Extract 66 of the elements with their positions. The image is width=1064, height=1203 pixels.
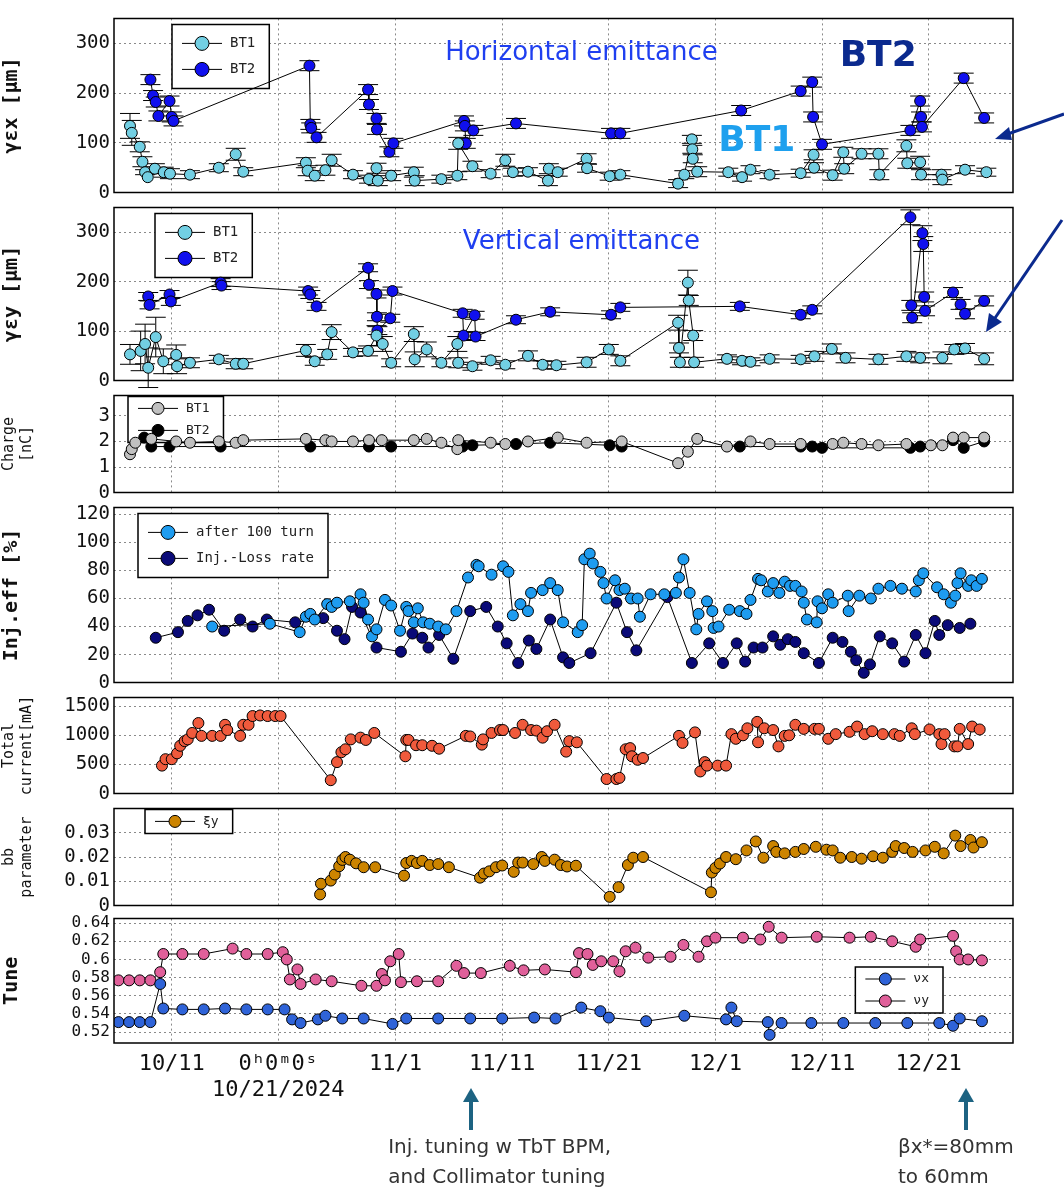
- y-axis-title: γεy [μm]: [0, 245, 23, 343]
- legend-label: Inj.-Loss rate: [196, 549, 315, 566]
- legend-label: BT1: [213, 223, 239, 240]
- text: Inj. tuning w TbT BPM, and Collimator tuning: [388, 1134, 612, 1189]
- annotation: Horizontal emittance: [445, 35, 718, 66]
- y-tick-label: 100: [75, 529, 110, 552]
- x-tick-label: 11/1: [369, 1049, 423, 1075]
- legend-label: BT2: [230, 60, 256, 77]
- annotation: Vertical emittance: [462, 224, 701, 255]
- y-tick-label: 2: [98, 428, 110, 451]
- y-tick-label: 200: [75, 268, 110, 291]
- text: βx*=80mm to 60mm: [897, 1134, 1014, 1189]
- y-tick-label: 0: [98, 479, 110, 502]
- y-tick-label: 500: [75, 751, 110, 774]
- x-tick-label: 11/21: [575, 1049, 642, 1075]
- legend-label: BT1: [186, 399, 210, 415]
- y-tick-label: 0.01: [64, 868, 110, 891]
- y-tick-label: 0: [98, 367, 110, 390]
- y-axis-title: bb parameter: [0, 816, 35, 898]
- x-tick-label: 11/11: [469, 1049, 536, 1075]
- y-tick-label: 120: [75, 501, 110, 524]
- y-axis-title: Tune: [0, 956, 23, 1005]
- y-tick-label: 100: [75, 318, 110, 341]
- y-tick-label: 300: [75, 30, 110, 53]
- legend-label: BT2: [213, 249, 239, 266]
- legend-label: νy: [913, 992, 930, 1008]
- x-tick-label: 12/1: [688, 1049, 742, 1075]
- legend-label: ξy: [203, 812, 219, 828]
- annotation: BT1: [718, 118, 796, 160]
- x-tick-label: 0ʰ0ᵐ0ˢ 10/21/2024: [212, 1049, 345, 1102]
- annotation: BT2: [839, 33, 917, 75]
- y-tick-label: 0.52: [71, 1021, 110, 1041]
- x-tick-label: 12/11: [788, 1049, 856, 1075]
- legend-label: after 100 turn: [196, 523, 315, 540]
- y-tick-label: 3: [98, 402, 110, 425]
- y-tick-label: 300: [75, 219, 110, 242]
- y-tick-label: 0.54: [71, 1003, 110, 1023]
- x-tick-label: 12/21: [895, 1049, 962, 1075]
- y-axis-title: γεx [μm]: [0, 57, 23, 154]
- legend-label: νx: [913, 970, 930, 986]
- y-axis-title: Charge [nC]: [0, 416, 35, 472]
- y-tick-label: 200: [75, 79, 110, 102]
- y-tick-label: 1: [98, 453, 110, 476]
- y-tick-label: 60: [87, 585, 110, 608]
- y-axis-title: Total current[mA]: [0, 695, 35, 796]
- y-tick-label: 1500: [64, 693, 110, 716]
- x-tick-label: 10/11: [138, 1049, 205, 1075]
- y-tick-label: 0: [98, 780, 110, 803]
- y-tick-label: 0: [98, 669, 110, 692]
- legend-label: BT2: [186, 421, 210, 437]
- y-tick-label: 1000: [64, 722, 110, 745]
- y-tick-label: 0.58: [71, 966, 110, 986]
- y-tick-label: 0: [98, 892, 110, 915]
- y-tick-label: 0.6: [81, 948, 110, 968]
- y-tick-label: 0.62: [71, 930, 110, 950]
- y-tick-label: 80: [87, 557, 110, 580]
- legend-label: BT1: [230, 34, 256, 51]
- y-tick-label: 40: [87, 613, 110, 636]
- y-tick-label: 0: [98, 179, 110, 202]
- y-tick-label: 0.03: [64, 819, 110, 842]
- y-tick-label: 0.64: [71, 912, 110, 932]
- y-tick-label: 0.02: [64, 843, 110, 866]
- y-tick-label: 100: [75, 129, 110, 152]
- y-tick-label: 20: [87, 641, 110, 664]
- y-axis-title: Inj.eff [%]: [0, 528, 23, 662]
- y-tick-label: 0.56: [71, 984, 110, 1004]
